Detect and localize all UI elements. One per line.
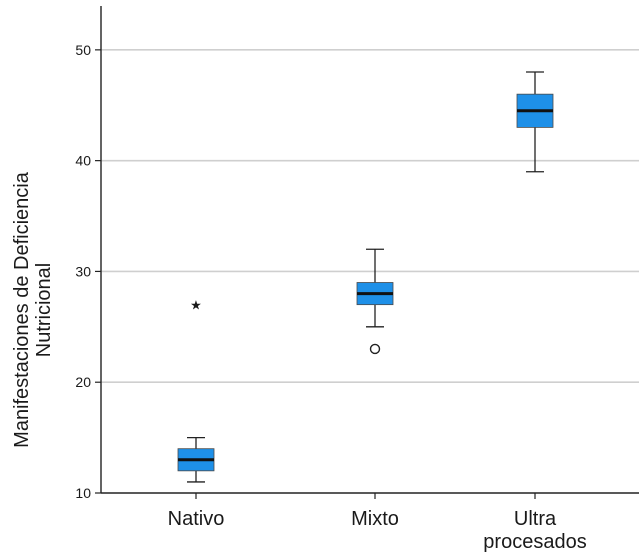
y-tick-label-50: 50 xyxy=(75,42,91,58)
outliers: ★ xyxy=(190,298,381,355)
y-tick-label-40: 40 xyxy=(75,153,91,169)
y-tick-labels: 10 20 30 40 50 xyxy=(75,42,91,501)
y-axis-title-line: Manifestaciones de Deficiencia xyxy=(11,171,33,448)
x-tick-label-line: Nativo xyxy=(168,508,225,530)
y-tick-label-20: 20 xyxy=(75,374,91,390)
x-tick-label-0: Nativo xyxy=(168,508,225,530)
axes xyxy=(95,6,639,499)
boxes xyxy=(177,71,554,483)
x-tick-label-1: Mixto xyxy=(351,508,399,530)
y-tick-label-10: 10 xyxy=(75,485,91,501)
x-tick-label-line: Mixto xyxy=(351,508,399,530)
box-2 xyxy=(516,71,554,173)
x-tick-label-line: Ultra xyxy=(514,508,557,530)
x-tick-label-line: procesados xyxy=(483,531,586,552)
y-tick-label-30: 30 xyxy=(75,263,91,279)
y-axis-title-line: Nutricional xyxy=(33,263,55,357)
box-0 xyxy=(177,436,215,483)
outlier-circle-1-0 xyxy=(369,343,381,355)
box-1 xyxy=(356,248,394,328)
grid-lines xyxy=(101,49,639,384)
x-tick-labels: Nativo Mixto Ultra procesados xyxy=(168,508,587,553)
outlier-star-0-0: ★ xyxy=(190,298,202,313)
y-axis-label: Manifestaciones de DeficienciaNutriciona… xyxy=(11,171,55,448)
x-tick-label-2: Ultra procesados xyxy=(483,508,586,552)
y-axis-title: Manifestaciones de DeficienciaNutriciona… xyxy=(11,171,55,448)
